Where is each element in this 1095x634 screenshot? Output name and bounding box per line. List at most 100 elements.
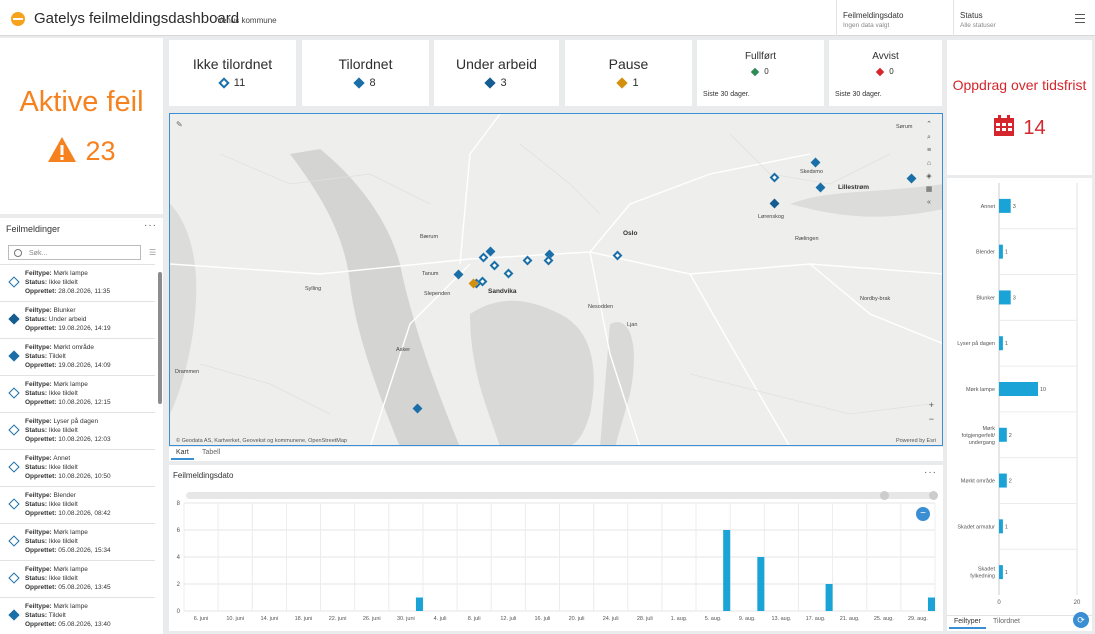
indicator-label: Tilordnet (338, 56, 393, 72)
type-chart-tabs: Feiltyper Tilordnet (947, 615, 1092, 630)
refresh-icon[interactable]: ⟳ (1073, 612, 1089, 628)
map-view[interactable]: Oslo Sandvika Lillestrøm Bærum Asker Ske… (169, 113, 943, 446)
list-item[interactable]: Feiltype: Blender Status: Ikke tildelt Opp… (0, 486, 155, 523)
indicator-label: Ikke tilordnet (192, 56, 273, 72)
list-item[interactable]: Feiltype: Lyser på dagen Status: Ikke til… (0, 412, 155, 449)
tab-tilordnet[interactable]: Tilordnet (993, 618, 1020, 625)
date-filter-title: Feilmeldingsdato (843, 11, 904, 20)
diamond-icon (876, 67, 885, 77)
x-tick-label: 8. juli (468, 616, 481, 622)
sketch-icon[interactable]: ✎ (176, 120, 183, 129)
indicator-under-arbeid[interactable]: Under arbeid 3 (434, 40, 559, 106)
date-range-slider[interactable] (186, 491, 938, 500)
tab-feiltyper[interactable]: Feiltyper (949, 616, 986, 629)
status-label: Status: (25, 575, 48, 582)
status-label: Status: (25, 501, 48, 508)
layers-icon[interactable]: ◈ (926, 173, 932, 180)
status-label: Status: (25, 464, 48, 471)
type-bar-value: 10 (1040, 387, 1046, 393)
list-item[interactable]: Feiltype: Annet Status: Ikke tildelt Oppre… (0, 449, 155, 486)
fault-type-line: Feiltype: Annet (25, 455, 70, 462)
status-label: Status: (25, 612, 48, 619)
fault-type-line: Feiltype: Lyser på dagen (25, 418, 98, 425)
date-bar (757, 557, 765, 611)
created-value: 05.08.2026, 13:40 (58, 621, 111, 628)
status-value: Tildelt (48, 612, 66, 619)
outline-diamond-icon (218, 77, 230, 89)
collapse-icon[interactable]: ⌃ (926, 121, 932, 128)
created-line: Opprettet: 10.08.2026, 10:50 (25, 473, 111, 480)
indicator-label: Under arbeid (456, 56, 537, 72)
list-item[interactable]: Feiltype: Mørk lampe Status: Ikke tildelt… (0, 523, 155, 560)
fault-type-label: Feiltype: (25, 529, 52, 536)
created-value: 19.08.2026, 14:09 (58, 362, 111, 369)
list-item[interactable]: Feiltype: Mørkt område Status: Tildelt Opp… (0, 338, 155, 375)
slider-handle-end[interactable] (929, 491, 938, 500)
type-bar-value: 1 (1005, 250, 1008, 256)
status-diamond-icon (8, 461, 20, 473)
indicator-ikke-tilordnet[interactable]: Ikke tilordnet 11 (169, 40, 296, 106)
type-bar-value: 3 (1013, 204, 1016, 210)
more-options-icon[interactable]: ··· (924, 467, 937, 478)
indicator-pause[interactable]: Pause 1 (565, 40, 692, 106)
indicator-avvist[interactable]: Avvist 0 Siste 30 dager. (829, 40, 942, 106)
zoom-out-icon[interactable]: − (928, 414, 934, 424)
slider-handle-start[interactable] (880, 491, 889, 500)
map-powered-by: Powered by Esri (895, 438, 936, 444)
list-item[interactable]: Feiltype: Mørk lampe Status: Ikke tildelt… (0, 375, 155, 412)
indicator-value: 11 (233, 77, 246, 89)
filter-icon[interactable]: ☰ (149, 248, 157, 257)
map-label-drammen: Drammen (175, 369, 200, 375)
tab-tabell[interactable]: Tabell (202, 449, 221, 456)
indicator-fullfort[interactable]: Fullført 0 Siste 30 dager. (697, 40, 824, 106)
created-label: Opprettet: (25, 473, 57, 480)
list-icon[interactable]: ≡ (926, 147, 932, 154)
x-tick-label: 10. juni (226, 616, 244, 622)
list-item[interactable]: Feiltype: Mørk lampe Status: Ikke tildelt… (0, 560, 155, 597)
x-tick-label: 4. juli (434, 616, 447, 622)
diamond-icon (616, 77, 629, 89)
status-line: Status: Tildelt (25, 353, 66, 360)
created-line: Opprettet: 05.08.2026, 15:34 (25, 547, 111, 554)
fault-type-label: Feiltype: (25, 307, 52, 314)
app-header: Gatelys feilmeldingsdashboard Venus komm… (0, 0, 1095, 36)
date-filter[interactable]: Feilmeldingsdato Ingen data valgt (836, 0, 953, 36)
created-line: Opprettet: 19.08.2026, 14:09 (25, 362, 111, 369)
tab-kart[interactable]: Kart (171, 447, 194, 460)
created-value: 05.08.2026, 13:45 (58, 584, 111, 591)
list-item[interactable]: Feiltype: Mørk lampe Status: Tildelt Oppre… (0, 597, 155, 634)
more-options-icon[interactable]: ··· (144, 220, 157, 231)
basemap-icon[interactable]: ▦ (925, 186, 933, 193)
indicator-value: 0 (764, 67, 769, 76)
list-scrollbar[interactable] (158, 272, 162, 404)
status-filter[interactable]: Status Alle statuser (953, 0, 1063, 36)
zoom-out-button[interactable]: − (916, 507, 930, 521)
search-icon[interactable]: ⌕ (927, 134, 931, 141)
map-label-sandvika: Sandvika (488, 288, 517, 295)
type-category-label: Blender (976, 250, 995, 256)
x-tick-label: 9. aug. (739, 616, 756, 622)
x-tick-label: 18. juni (295, 616, 313, 622)
type-bar-value: 1 (1005, 570, 1008, 576)
status-diamond-icon (8, 387, 20, 399)
active-faults-label: Aktive feil (19, 86, 144, 118)
zoom-in-icon[interactable]: + (928, 400, 934, 410)
hamburger-menu-icon[interactable] (1075, 14, 1085, 26)
home-icon[interactable]: ⌂ (926, 160, 932, 167)
type-bar (999, 382, 1038, 396)
list-item[interactable]: Feiltype: Mørk lampe Status: Ikke tildelt… (0, 264, 155, 301)
created-line: Opprettet: 10.08.2026, 12:03 (25, 436, 111, 443)
x-tick-label: 20 (1074, 600, 1081, 606)
expand-icon[interactable]: « (927, 199, 931, 206)
indicator-tilordnet[interactable]: Tilordnet 8 (302, 40, 429, 106)
active-faults-value: 23 (85, 136, 116, 166)
type-bar-value: 2 (1009, 433, 1012, 439)
search-input[interactable]: Søk... (8, 245, 141, 260)
type-category-label: Mørk lampe (966, 387, 995, 393)
y-tick-label: 8 (177, 501, 181, 507)
map-label-lorenskog: Lørenskog (758, 214, 784, 220)
list-item[interactable]: Feiltype: Blunker Status: Under arbeid Opp… (0, 301, 155, 338)
app-logo (11, 12, 25, 26)
x-tick-label: 26. juni (363, 616, 381, 622)
map-label-sylling: Sylling (305, 286, 322, 292)
